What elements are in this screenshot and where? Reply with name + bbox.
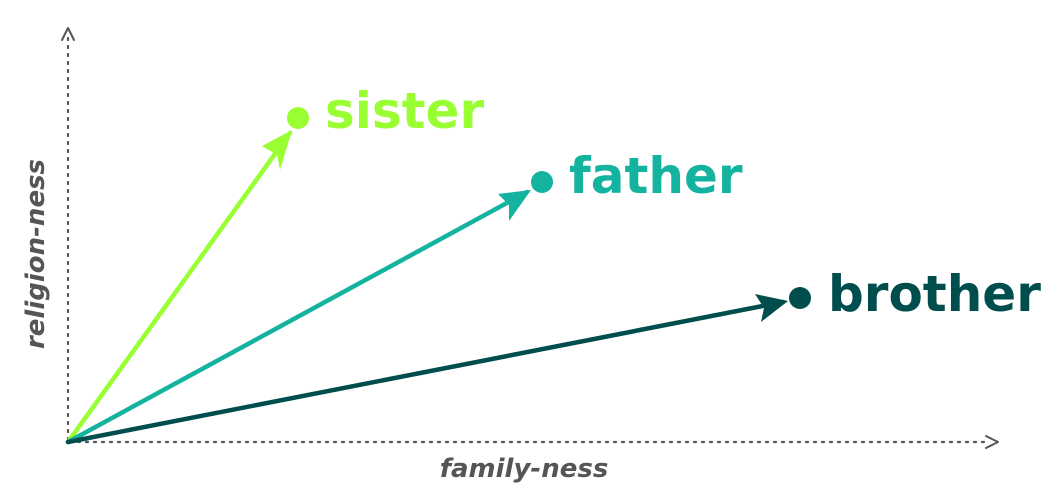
- vector-father-arrow: [65, 189, 530, 445]
- vector-sister-arrowhead: [262, 130, 292, 170]
- x-axis-label: family-ness: [440, 454, 609, 484]
- vector-brother-point: [789, 287, 811, 309]
- vector-father-point: [531, 171, 553, 193]
- vector-sister-arrow: [65, 130, 293, 445]
- x-axis-arrowhead: [985, 435, 999, 449]
- vector-brother-label: brother: [828, 265, 1041, 323]
- vector-father: father: [65, 147, 743, 445]
- vector-father-label: father: [569, 147, 743, 205]
- vector-father-arrowhead: [498, 190, 531, 221]
- vector-brother: brother: [65, 265, 1041, 445]
- axes: family-ness religion-ness: [21, 27, 999, 484]
- vector-brother-arrow: [65, 299, 786, 445]
- y-axis-label: religion-ness: [21, 159, 51, 349]
- vector-brother-arrowhead: [755, 294, 788, 322]
- vector-sister-point: [287, 107, 309, 129]
- vector-sister: sister: [65, 82, 484, 445]
- vector-sister-label: sister: [325, 82, 484, 140]
- y-axis-arrowhead: [61, 27, 75, 41]
